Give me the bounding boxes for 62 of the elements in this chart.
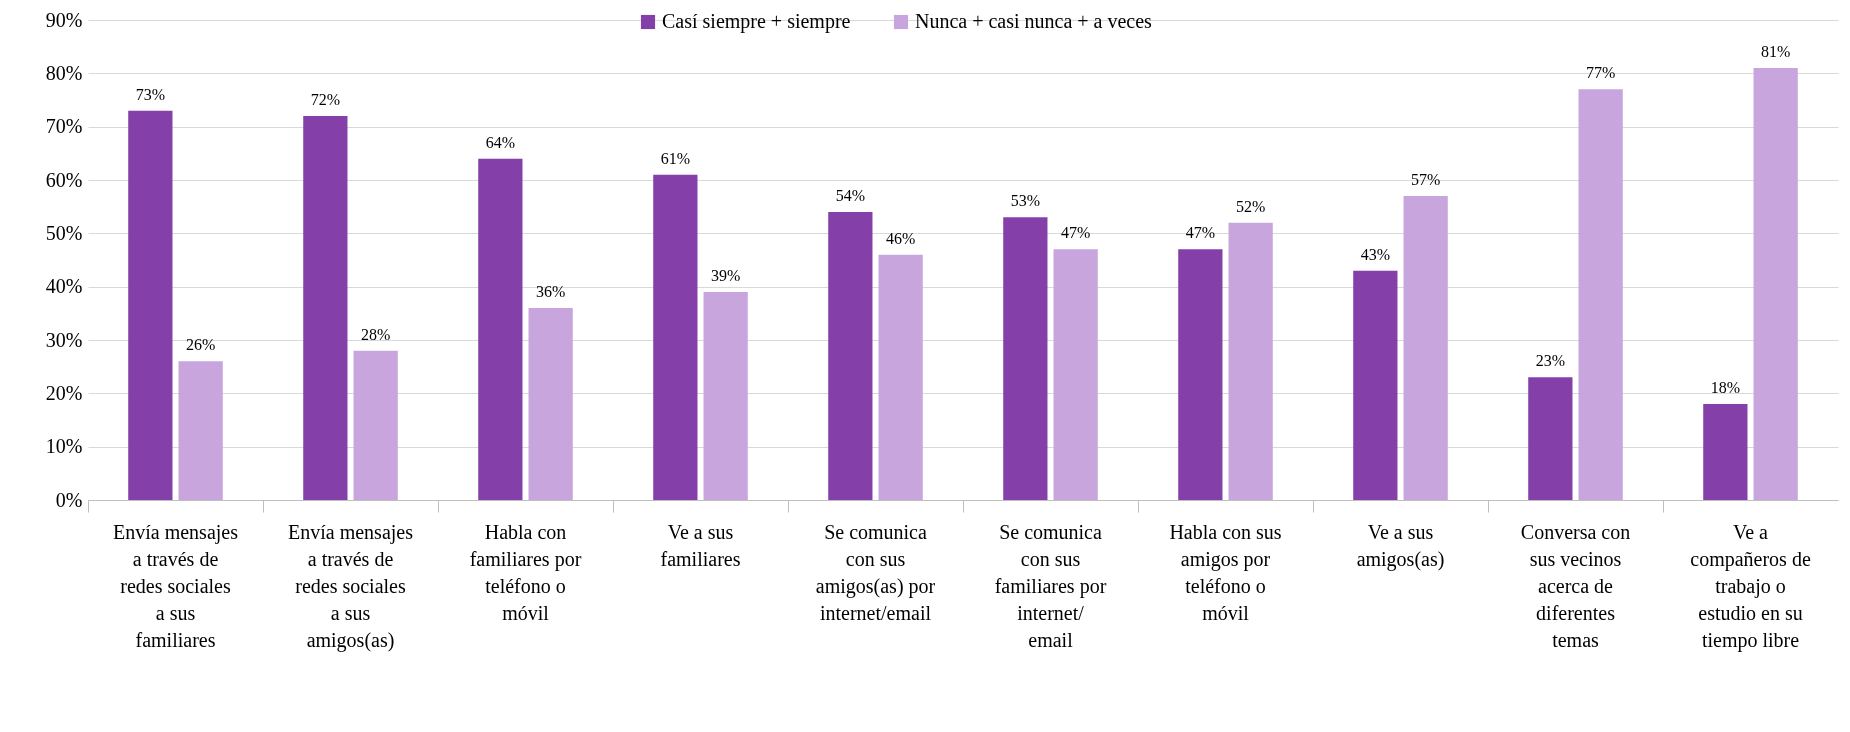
bar <box>1178 249 1223 500</box>
bar <box>478 158 523 500</box>
data-label: 73% <box>135 85 166 103</box>
x-tick-label: Envía mensajes a través de redes sociales a sus amigos(as) <box>288 520 414 652</box>
bar <box>128 110 173 500</box>
data-label: 36% <box>535 283 566 300</box>
data-label: 54% <box>835 187 866 204</box>
data-label: 47% <box>1060 224 1091 242</box>
y-tick-label: 20% <box>45 381 83 404</box>
bar <box>703 292 748 500</box>
data-label: 81% <box>1760 43 1791 60</box>
bar <box>1003 217 1048 500</box>
x-tick-label: Se comunica con sus amigos(as) por internet/email <box>815 520 936 624</box>
data-label: 47% <box>1185 224 1216 242</box>
bar <box>178 361 223 500</box>
data-label: 46% <box>885 229 916 247</box>
data-label: 39% <box>710 267 741 284</box>
y-tick-label: 50% <box>45 221 83 244</box>
data-label: 61% <box>660 149 691 167</box>
y-tick-label: 60% <box>45 168 83 191</box>
bar <box>528 308 573 500</box>
data-label: 18% <box>1710 379 1741 396</box>
data-label: 57% <box>1410 171 1441 188</box>
bar <box>1053 249 1098 500</box>
bar <box>878 254 923 500</box>
bar <box>1528 377 1573 500</box>
data-label: 53% <box>1010 192 1041 210</box>
data-label: 23% <box>1535 352 1566 370</box>
bar <box>653 174 698 500</box>
bar <box>1753 68 1798 500</box>
data-label: 52% <box>1235 197 1266 215</box>
bar <box>303 116 348 500</box>
x-tick-label: Envía mensajes a través de redes sociales a sus familiares <box>113 520 239 651</box>
x-tick-label: Conversa con sus vecinos acerca de diferentes temas <box>1520 520 1631 651</box>
data-label: 64% <box>485 133 516 151</box>
data-label: 26% <box>185 336 216 354</box>
bar <box>828 212 873 500</box>
data-label: 28% <box>360 325 391 343</box>
data-label: 77% <box>1585 64 1616 82</box>
data-label: 72% <box>310 91 341 108</box>
y-tick-label: 70% <box>45 115 83 138</box>
x-tick-label: Ve a sus amigos(as) <box>1356 520 1445 571</box>
y-tick-label: 80% <box>45 61 83 84</box>
y-tick-label: 0% <box>55 488 83 511</box>
y-tick-label: 90% <box>45 8 83 31</box>
data-label: 43% <box>1360 245 1391 263</box>
x-tick-label: Ve a sus familiares <box>660 520 741 570</box>
bar <box>1228 222 1273 500</box>
bar <box>1703 404 1748 500</box>
y-tick-label: 30% <box>45 328 83 351</box>
x-tick-label: Habla con familiares por teléfono o móvil <box>469 520 582 624</box>
bar <box>1578 89 1623 500</box>
x-tick-label: Ve a compañeros de trabajo o estudio en su tiempo libre <box>1690 520 1811 652</box>
x-tick-label: Habla con sus amigos por teléfono o móvil <box>1169 520 1282 624</box>
legend-label: Casí siempre + siempre <box>662 10 851 33</box>
y-tick-label: 10% <box>45 435 83 458</box>
bar <box>353 350 398 500</box>
bar <box>1353 270 1398 500</box>
bar <box>1403 196 1448 500</box>
legend-label: Nunca + casi nunca + a veces <box>915 10 1153 32</box>
y-tick-label: 40% <box>45 275 83 298</box>
x-tick-label: Se comunica con sus familiares por internet/ email <box>994 520 1107 651</box>
